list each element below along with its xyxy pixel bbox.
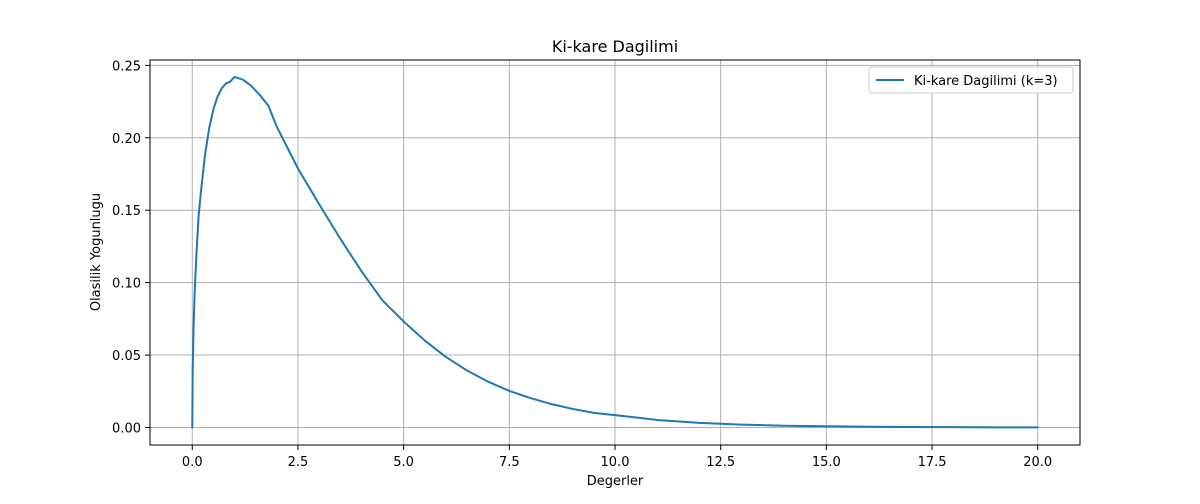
x-tick-label: 12.5	[706, 455, 735, 470]
legend-box	[868, 66, 1074, 94]
x-tick-label: 20.0	[1023, 455, 1052, 470]
y-tick-label: 0.25	[112, 59, 141, 74]
x-axis-label: Degerler	[587, 474, 644, 489]
y-tick-label: 0.05	[112, 349, 141, 364]
x-tick-label: 10.0	[601, 455, 630, 470]
series-line	[191, 75, 1039, 429]
x-tick-label: 17.5	[918, 455, 947, 470]
y-tick-label: 0.20	[112, 132, 141, 147]
y-tick-label: 0.00	[112, 421, 141, 436]
x-tick-label: 0.0	[182, 455, 203, 470]
chart-title: Ki-kare Dagilimi	[552, 37, 678, 56]
legend-label: Ki-kare Dagilimi (k=3)	[914, 74, 1058, 89]
ticks-layer: 0.0 2.5 5.0 7.5 10.0 12.5 15.0 17.5 20.0 0.00 0.05…	[112, 59, 1052, 470]
legend: Ki-kare Dagilimi (k=3)	[868, 66, 1074, 94]
y-tick-label: 0.10	[112, 277, 141, 292]
x-tick-label: 2.5	[288, 455, 309, 470]
x-tick-label: 15.0	[812, 455, 841, 470]
series-layer	[191, 75, 1039, 429]
grid-layer	[150, 60, 1080, 445]
y-axis-label: Olasilik Yogunlugu	[89, 193, 104, 311]
y-tick-label: 0.15	[112, 204, 141, 219]
x-tick-label: 5.0	[393, 455, 414, 470]
x-tick-label: 7.5	[499, 455, 520, 470]
